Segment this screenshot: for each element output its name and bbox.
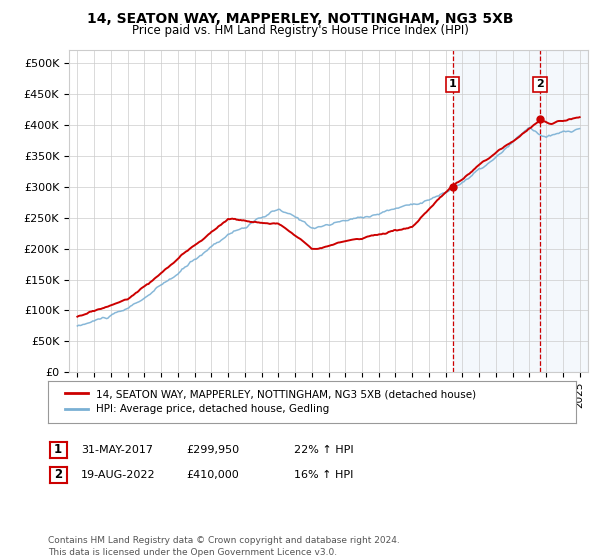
Bar [540, 50, 588, 372]
Text: £299,950: £299,950 [186, 445, 239, 455]
Text: 14, SEATON WAY, MAPPERLEY, NOTTINGHAM, NG3 5XB: 14, SEATON WAY, MAPPERLEY, NOTTINGHAM, N… [87, 12, 513, 26]
Text: 1: 1 [54, 443, 62, 456]
Text: 2: 2 [54, 468, 62, 482]
Text: £410,000: £410,000 [186, 470, 239, 480]
Text: Price paid vs. HM Land Registry's House Price Index (HPI): Price paid vs. HM Land Registry's House … [131, 24, 469, 36]
Text: 16% ↑ HPI: 16% ↑ HPI [294, 470, 353, 480]
Text: 19-AUG-2022: 19-AUG-2022 [81, 470, 155, 480]
Text: 31-MAY-2017: 31-MAY-2017 [81, 445, 153, 455]
Text: 2: 2 [536, 80, 544, 90]
Text: 1: 1 [449, 80, 457, 90]
Text: Contains HM Land Registry data © Crown copyright and database right 2024.
This d: Contains HM Land Registry data © Crown c… [48, 536, 400, 557]
Bar [453, 50, 540, 372]
Legend: 14, SEATON WAY, MAPPERLEY, NOTTINGHAM, NG3 5XB (detached house), HPI: Average pr: 14, SEATON WAY, MAPPERLEY, NOTTINGHAM, N… [58, 383, 482, 421]
Text: 22% ↑ HPI: 22% ↑ HPI [294, 445, 353, 455]
